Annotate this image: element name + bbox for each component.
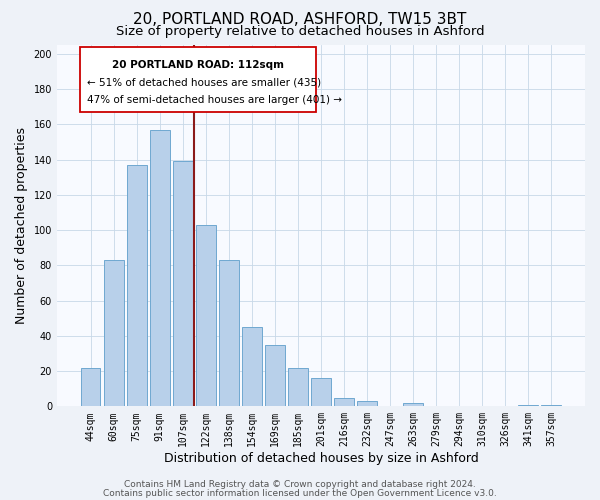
Text: ← 51% of detached houses are smaller (435): ← 51% of detached houses are smaller (43… <box>87 78 322 88</box>
Bar <box>150 130 170 406</box>
Text: Contains HM Land Registry data © Crown copyright and database right 2024.: Contains HM Land Registry data © Crown c… <box>124 480 476 489</box>
Bar <box>81 368 100 406</box>
Bar <box>104 260 124 406</box>
Text: 20 PORTLAND ROAD: 112sqm: 20 PORTLAND ROAD: 112sqm <box>112 60 284 70</box>
Bar <box>242 327 262 406</box>
Text: Size of property relative to detached houses in Ashford: Size of property relative to detached ho… <box>116 25 484 38</box>
Bar <box>265 344 284 406</box>
Bar <box>196 225 215 406</box>
Text: 47% of semi-detached houses are larger (401) →: 47% of semi-detached houses are larger (… <box>87 95 342 105</box>
Bar <box>403 403 423 406</box>
Bar <box>541 404 561 406</box>
Bar <box>334 398 354 406</box>
Text: 20, PORTLAND ROAD, ASHFORD, TW15 3BT: 20, PORTLAND ROAD, ASHFORD, TW15 3BT <box>133 12 467 28</box>
Text: Contains public sector information licensed under the Open Government Licence v3: Contains public sector information licen… <box>103 488 497 498</box>
Bar <box>219 260 239 406</box>
Bar <box>80 47 316 112</box>
Y-axis label: Number of detached properties: Number of detached properties <box>15 127 28 324</box>
X-axis label: Distribution of detached houses by size in Ashford: Distribution of detached houses by size … <box>164 452 478 465</box>
Bar <box>173 162 193 406</box>
Bar <box>357 401 377 406</box>
Bar <box>311 378 331 406</box>
Bar <box>518 404 538 406</box>
Bar <box>288 368 308 406</box>
Bar <box>127 165 146 406</box>
